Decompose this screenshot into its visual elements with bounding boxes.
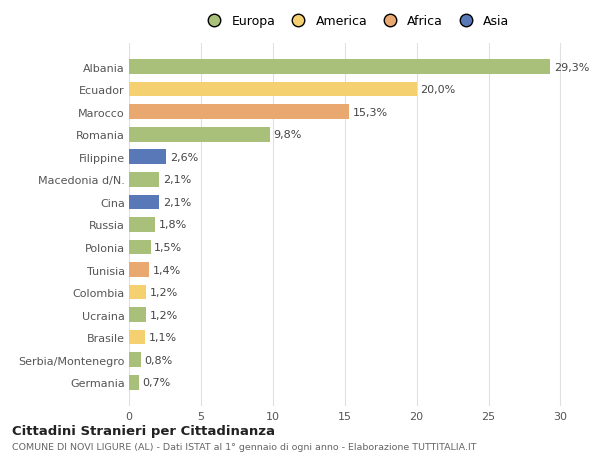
Text: COMUNE DI NOVI LIGURE (AL) - Dati ISTAT al 1° gennaio di ogni anno - Elaborazion: COMUNE DI NOVI LIGURE (AL) - Dati ISTAT … bbox=[12, 442, 476, 451]
Bar bbox=[129, 150, 166, 165]
Text: 1,1%: 1,1% bbox=[148, 332, 176, 342]
Text: 1,8%: 1,8% bbox=[158, 220, 187, 230]
Bar bbox=[129, 330, 145, 345]
Text: Cittadini Stranieri per Cittadinanza: Cittadini Stranieri per Cittadinanza bbox=[12, 424, 275, 437]
Bar bbox=[129, 173, 159, 187]
Text: 15,3%: 15,3% bbox=[353, 107, 388, 118]
Bar bbox=[129, 353, 140, 367]
Text: 0,8%: 0,8% bbox=[144, 355, 172, 365]
Bar bbox=[129, 285, 146, 300]
Bar bbox=[129, 308, 146, 322]
Text: 0,7%: 0,7% bbox=[143, 377, 171, 387]
Bar bbox=[129, 218, 155, 232]
Text: 1,5%: 1,5% bbox=[154, 242, 182, 252]
Text: 1,4%: 1,4% bbox=[153, 265, 181, 275]
Text: 1,2%: 1,2% bbox=[150, 287, 178, 297]
Bar bbox=[129, 83, 416, 97]
Bar bbox=[129, 263, 149, 277]
Bar bbox=[129, 240, 151, 255]
Text: 2,1%: 2,1% bbox=[163, 197, 191, 207]
Bar bbox=[129, 375, 139, 390]
Text: 20,0%: 20,0% bbox=[420, 85, 455, 95]
Text: 1,2%: 1,2% bbox=[150, 310, 178, 320]
Legend: Europa, America, Africa, Asia: Europa, America, Africa, Asia bbox=[197, 10, 514, 33]
Bar bbox=[129, 105, 349, 120]
Bar bbox=[129, 60, 550, 75]
Text: 2,6%: 2,6% bbox=[170, 152, 198, 162]
Text: 9,8%: 9,8% bbox=[274, 130, 302, 140]
Text: 29,3%: 29,3% bbox=[554, 62, 589, 73]
Text: 2,1%: 2,1% bbox=[163, 175, 191, 185]
Bar bbox=[129, 128, 270, 142]
Bar bbox=[129, 195, 159, 210]
